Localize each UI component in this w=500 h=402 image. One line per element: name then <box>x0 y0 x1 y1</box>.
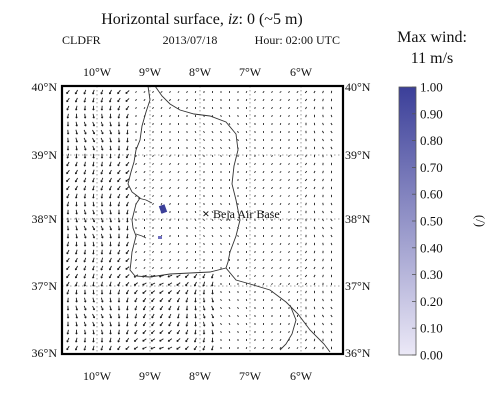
lon-label-top: 7°W <box>239 65 262 79</box>
estuary-marker <box>158 204 168 214</box>
colorbar-tick-label: 0.40 <box>420 240 443 255</box>
map-panel <box>62 86 343 354</box>
coastline <box>127 86 331 353</box>
colorbar-title: Max wind: <box>397 29 467 46</box>
lon-label-bottom: 8°W <box>189 369 212 383</box>
colorbar-tick-label: 0.80 <box>420 133 443 148</box>
lon-label-top: 6°W <box>290 65 313 79</box>
wind-vector-field <box>66 89 333 351</box>
lat-label-left: 36°N <box>32 346 58 360</box>
lat-label-left: 39°N <box>32 148 58 162</box>
lon-label-bottom: 7°W <box>239 369 262 383</box>
colorbar-tick-label: 1.00 <box>420 80 443 95</box>
colorbar-ticks: 1.00 0.90 0.80 0.70 0.60 0.50 0.40 0.30 0.20 0.10… <box>412 80 443 363</box>
colorbar-subtitle: 11 m/s <box>411 50 454 67</box>
colorbar-tick-label: 0.20 <box>420 294 443 309</box>
hour-label: Hour: 02:00 UTC <box>255 33 340 47</box>
colorbar-tick-label: 0.50 <box>420 214 443 229</box>
map-frame <box>60 84 345 356</box>
lat-label-left: 40°N <box>32 80 58 94</box>
lon-label-top: 9°W <box>139 65 162 79</box>
map-title: Horizontal surface, iz: 0 (~5 m) <box>101 11 302 28</box>
lon-label-bottom: 10°W <box>83 369 112 383</box>
site-label: Beja Air Base <box>213 207 280 221</box>
lon-label-bottom: 9°W <box>139 369 162 383</box>
lon-labels-top: 10°W 9°W 8°W 7°W 6°W <box>83 65 313 79</box>
lat-label-right: 40°N <box>345 80 371 94</box>
lon-labels-bottom: 10°W 9°W 8°W 7°W 6°W <box>83 369 313 383</box>
estuary-marker <box>158 236 162 239</box>
colorbar-tick-label: 0.10 <box>420 321 443 336</box>
colorbar-tick-label: 0.60 <box>420 187 443 202</box>
graticule <box>62 86 343 354</box>
colorbar-tick-label: 0.70 <box>420 160 443 175</box>
lon-label-top: 10°W <box>83 65 112 79</box>
lon-label-top: 8°W <box>189 65 212 79</box>
lat-label-right: 37°N <box>345 279 371 293</box>
site-marker-icon: × <box>202 206 209 221</box>
colorbar-tick-label: 0.90 <box>420 106 443 121</box>
colorbar-tick-label: 0.00 <box>420 348 443 363</box>
wind-arrows <box>66 89 333 351</box>
lat-labels-left: 40°N 39°N 38°N 37°N 36°N <box>32 80 58 360</box>
lat-label-left: 37°N <box>32 279 58 293</box>
model-label: CLDFR <box>62 33 101 47</box>
lat-label-right: 36°N <box>345 346 371 360</box>
lat-labels-right: 40°N 39°N 38°N 37°N 36°N <box>345 80 371 360</box>
colorbar-unit: (/) <box>473 215 488 227</box>
date-label: 2013/07/18 <box>163 33 218 47</box>
lat-label-left: 38°N <box>32 212 58 226</box>
colorbar-tick-label: 0.30 <box>420 267 443 282</box>
lat-label-right: 39°N <box>345 148 371 162</box>
lon-label-bottom: 6°W <box>290 369 313 383</box>
lat-label-right: 38°N <box>345 212 371 226</box>
